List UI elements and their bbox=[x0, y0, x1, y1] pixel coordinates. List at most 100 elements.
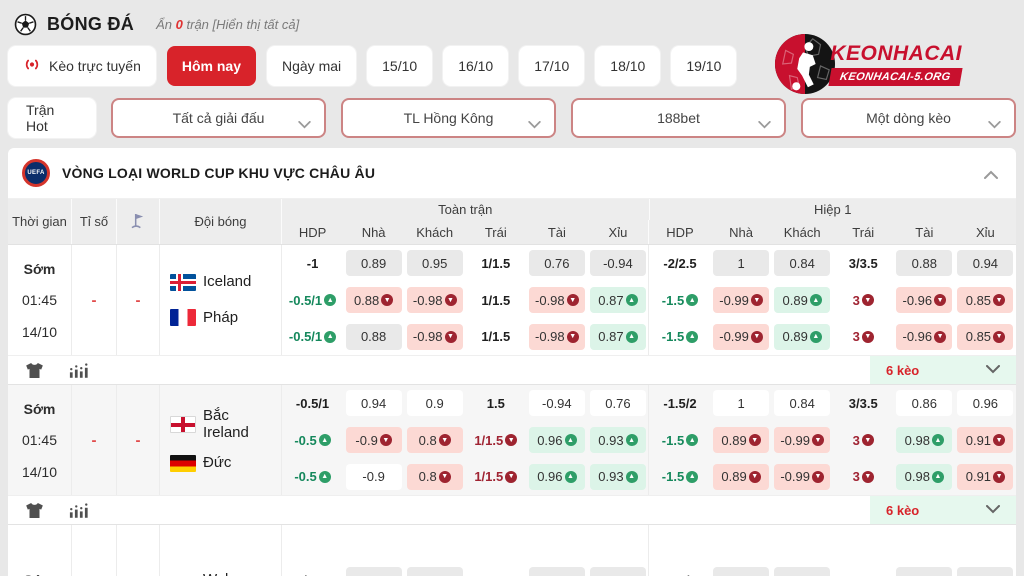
odds-value-box[interactable]: 0.91 ▼ bbox=[957, 463, 1014, 490]
odds-value-box[interactable]: -0.98 ▼ bbox=[528, 323, 585, 350]
odds-value-box[interactable]: -0.98 ▼ bbox=[406, 287, 463, 313]
odds-cell[interactable]: -0.98 ▼ bbox=[404, 282, 465, 319]
tab-k-o-tr-c-tuy-n[interactable]: Kèo trực tuyến bbox=[8, 46, 156, 86]
odds-value-box[interactable]: -0.98 ▼ bbox=[528, 287, 585, 313]
odds-cell[interactable]: 1/1.5 ▼ bbox=[465, 458, 526, 495]
odds-cell[interactable]: 0.84 bbox=[772, 385, 833, 422]
odds-cell[interactable]: -0.98 ▼ bbox=[526, 282, 587, 319]
odds-cell[interactable]: -0.5 ▲ bbox=[282, 422, 343, 459]
odds-cell[interactable]: 0.8 ▼ bbox=[404, 458, 465, 495]
odds-cell[interactable]: 0.99 bbox=[955, 525, 1016, 576]
odds-value-box[interactable]: 0.98 ▲ bbox=[896, 427, 953, 453]
odds-value-box[interactable]: -0.96 ▼ bbox=[896, 287, 953, 313]
odds-value-box[interactable]: 0.94 bbox=[957, 250, 1014, 277]
odds-cell[interactable]: 3 ▼ bbox=[833, 318, 894, 355]
odds-value-box[interactable]: 0.89 bbox=[345, 250, 402, 277]
odds-value-box[interactable]: -0.99 ▼ bbox=[774, 463, 831, 490]
team[interactable]: Pháp bbox=[170, 309, 277, 327]
odds-value-box[interactable]: 0.89 ▼ bbox=[713, 463, 770, 490]
odds-value-box[interactable]: 0.89 ▲ bbox=[774, 287, 831, 313]
odds-cell[interactable]: 0.93 ▲ bbox=[587, 458, 648, 495]
odds-value-box[interactable]: 0.87 ▲ bbox=[589, 287, 646, 313]
odds-cell[interactable]: -0.98 ▼ bbox=[526, 318, 587, 355]
odds-cell[interactable]: -0.99 ▼ bbox=[772, 422, 833, 459]
odds-cell[interactable]: -0.9 ▼ bbox=[343, 422, 404, 459]
filter-dropdown-2[interactable]: 188bet bbox=[571, 98, 786, 138]
odds-cell[interactable]: 0.8 ▼ bbox=[404, 422, 465, 459]
odds-cell[interactable]: 0.91 ▼ bbox=[955, 422, 1016, 459]
odds-value-box[interactable]: -0.98 ▼ bbox=[406, 323, 463, 350]
odds-cell[interactable]: 3 ▼ bbox=[833, 458, 894, 495]
odds-value-box[interactable]: -0.96 ▼ bbox=[896, 323, 953, 350]
odds-cell[interactable]: -1.5 ▲ bbox=[648, 318, 710, 356]
odds-cell[interactable]: -0.99 ▼ bbox=[711, 318, 772, 355]
odds-value-box[interactable]: 0.98 ▲ bbox=[896, 463, 953, 490]
odds-cell[interactable]: -0.99 ▼ bbox=[711, 282, 772, 319]
odds-cell[interactable]: -0.94 bbox=[587, 245, 648, 282]
odds-value-box[interactable]: 0.93 ▲ bbox=[589, 427, 646, 453]
odds-cell[interactable]: 1 bbox=[465, 525, 526, 576]
odds-value-box[interactable]: -0.99 ▼ bbox=[713, 323, 770, 350]
odds-value-box[interactable]: -0.99 ▼ bbox=[713, 287, 770, 313]
odds-value-box[interactable]: 0.89 ▲ bbox=[774, 323, 831, 350]
odds-cell[interactable]: 0.89 bbox=[343, 245, 404, 282]
odds-cell[interactable]: -0.5/1 bbox=[282, 385, 343, 422]
odds-cell[interactable]: -1.5/2 bbox=[648, 385, 710, 422]
odds-cell[interactable]: 0.87 ▲ bbox=[587, 318, 648, 355]
odds-value-box[interactable]: 0.97 bbox=[589, 567, 646, 576]
odds-cell[interactable]: 3 ▼ bbox=[833, 422, 894, 459]
odds-cell[interactable]: 0.85 ▼ bbox=[955, 282, 1016, 319]
odds-cell[interactable]: -0.99 ▼ bbox=[772, 458, 833, 495]
odds-cell[interactable]: 0.76 bbox=[587, 385, 648, 422]
odds-cell[interactable]: 0.88 bbox=[343, 318, 404, 355]
odds-cell[interactable]: 0.96 ▲ bbox=[526, 422, 587, 459]
odds-cell[interactable]: -1.5 ▲ bbox=[648, 281, 710, 319]
odds-cell[interactable]: 0.89 ▲ bbox=[772, 318, 833, 355]
odds-cell[interactable]: 0.83 bbox=[711, 525, 772, 576]
odds-cell[interactable]: 0.88 ▼ bbox=[343, 282, 404, 319]
odds-cell[interactable]: 3/3.5 bbox=[833, 385, 894, 422]
league-header[interactable]: UEFA VÒNG LOẠI WORLD CUP KHU VỰC CHÂU ÂU bbox=[8, 148, 1016, 199]
more-odds-button[interactable]: 6 kèo bbox=[870, 356, 1016, 384]
odds-cell[interactable]: -0.98 ▼ bbox=[404, 318, 465, 355]
odds-cell[interactable]: 1/1.5 bbox=[465, 282, 526, 319]
odds-cell[interactable]: 1.5 bbox=[465, 385, 526, 422]
odds-cell[interactable]: -0.5/1 ▲ bbox=[282, 282, 343, 319]
tab-ng-y-mai[interactable]: Ngày mai bbox=[267, 46, 357, 86]
odds-value-box[interactable]: 0.8 ▼ bbox=[406, 427, 463, 453]
chevron-up-icon[interactable] bbox=[984, 166, 998, 184]
odds-value-box[interactable]: 0.96 bbox=[957, 390, 1014, 417]
odds-value-box[interactable]: 0.89 ▼ bbox=[713, 427, 770, 453]
odds-cell[interactable]: 0.89 ▼ bbox=[711, 422, 772, 459]
odds-cell[interactable]: 3 ▼ bbox=[833, 282, 894, 319]
odds-value-box[interactable]: 0.88 ▼ bbox=[345, 287, 402, 313]
odds-cell[interactable]: 0.84 bbox=[772, 245, 833, 282]
odds-cell[interactable]: 0.96 ▲ bbox=[526, 458, 587, 495]
odds-cell[interactable]: 0.91 ▼ bbox=[955, 458, 1016, 495]
odds-value-box[interactable]: 0.84 bbox=[774, 390, 831, 417]
odds-value-box[interactable]: 0.94 bbox=[345, 390, 402, 417]
odds-cell[interactable]: 1/1.5 ▼ bbox=[465, 422, 526, 459]
odds-value-box[interactable]: 0.96 bbox=[406, 567, 463, 576]
odds-cell[interactable]: 1 bbox=[711, 245, 772, 282]
odds-value-box[interactable]: -0.9 ▼ bbox=[345, 427, 402, 453]
odds-value-box[interactable]: 0.93 ▲ bbox=[589, 463, 646, 490]
odds-value-box[interactable]: -0.99 ▼ bbox=[774, 427, 831, 453]
odds-cell[interactable]: -1 bbox=[282, 245, 343, 282]
odds-value-box[interactable]: 1 bbox=[713, 250, 770, 277]
odds-value-box[interactable]: 0.87 ▲ bbox=[589, 323, 646, 350]
odds-value-box[interactable]: 0.85 ▼ bbox=[957, 323, 1014, 350]
jersey-icon[interactable] bbox=[26, 502, 43, 518]
odds-value-box[interactable]: 0.88 bbox=[896, 250, 953, 277]
odds-value-box[interactable]: 1 bbox=[713, 390, 770, 417]
team[interactable]: Iceland bbox=[170, 273, 277, 291]
odds-cell[interactable]: -2/2.5 bbox=[648, 245, 710, 282]
odds-cell[interactable]: 0.94 bbox=[343, 385, 404, 422]
more-odds-button[interactable]: 6 kèo bbox=[870, 496, 1016, 524]
hot-matches-button[interactable]: Trận Hot bbox=[8, 98, 96, 138]
odds-value-box[interactable]: 0.76 bbox=[528, 250, 585, 277]
odds-value-box[interactable]: -0.9 bbox=[345, 463, 402, 490]
odds-value-box[interactable]: 0.95 bbox=[406, 250, 463, 277]
odds-cell[interactable]: -0.5 ▲ bbox=[282, 458, 343, 495]
team[interactable]: Bắc Ireland bbox=[170, 408, 277, 441]
